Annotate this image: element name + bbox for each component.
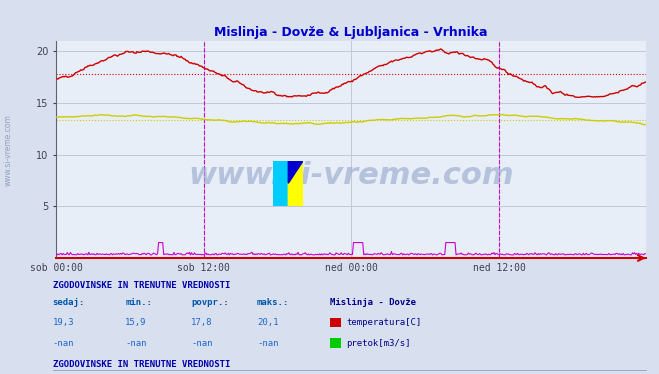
Text: pretok[m3/s]: pretok[m3/s] xyxy=(346,339,411,348)
Text: povpr.:: povpr.: xyxy=(191,298,229,307)
Text: ZGODOVINSKE IN TRENUTNE VREDNOSTI: ZGODOVINSKE IN TRENUTNE VREDNOSTI xyxy=(53,281,230,290)
Text: maks.:: maks.: xyxy=(257,298,289,307)
Polygon shape xyxy=(273,161,289,206)
Polygon shape xyxy=(289,161,303,206)
Text: -nan: -nan xyxy=(125,339,147,348)
Text: -nan: -nan xyxy=(191,339,213,348)
Title: Mislinja - Dovže & Ljubljanica - Vrhnika: Mislinja - Dovže & Ljubljanica - Vrhnika xyxy=(214,25,488,39)
Text: 19,3: 19,3 xyxy=(53,318,74,327)
Text: sedaj:: sedaj: xyxy=(53,298,85,307)
Polygon shape xyxy=(289,161,303,183)
Text: 20,1: 20,1 xyxy=(257,318,279,327)
Text: www.si-vreme.com: www.si-vreme.com xyxy=(3,114,13,186)
Text: temperatura[C]: temperatura[C] xyxy=(346,318,421,327)
Text: 17,8: 17,8 xyxy=(191,318,213,327)
Text: -nan: -nan xyxy=(53,339,74,348)
Text: Mislinja - Dovže: Mislinja - Dovže xyxy=(330,298,416,307)
Text: ZGODOVINSKE IN TRENUTNE VREDNOSTI: ZGODOVINSKE IN TRENUTNE VREDNOSTI xyxy=(53,359,230,368)
Text: min.:: min.: xyxy=(125,298,152,307)
Text: 15,9: 15,9 xyxy=(125,318,147,327)
Text: -nan: -nan xyxy=(257,339,279,348)
Text: www.si-vreme.com: www.si-vreme.com xyxy=(188,161,514,190)
